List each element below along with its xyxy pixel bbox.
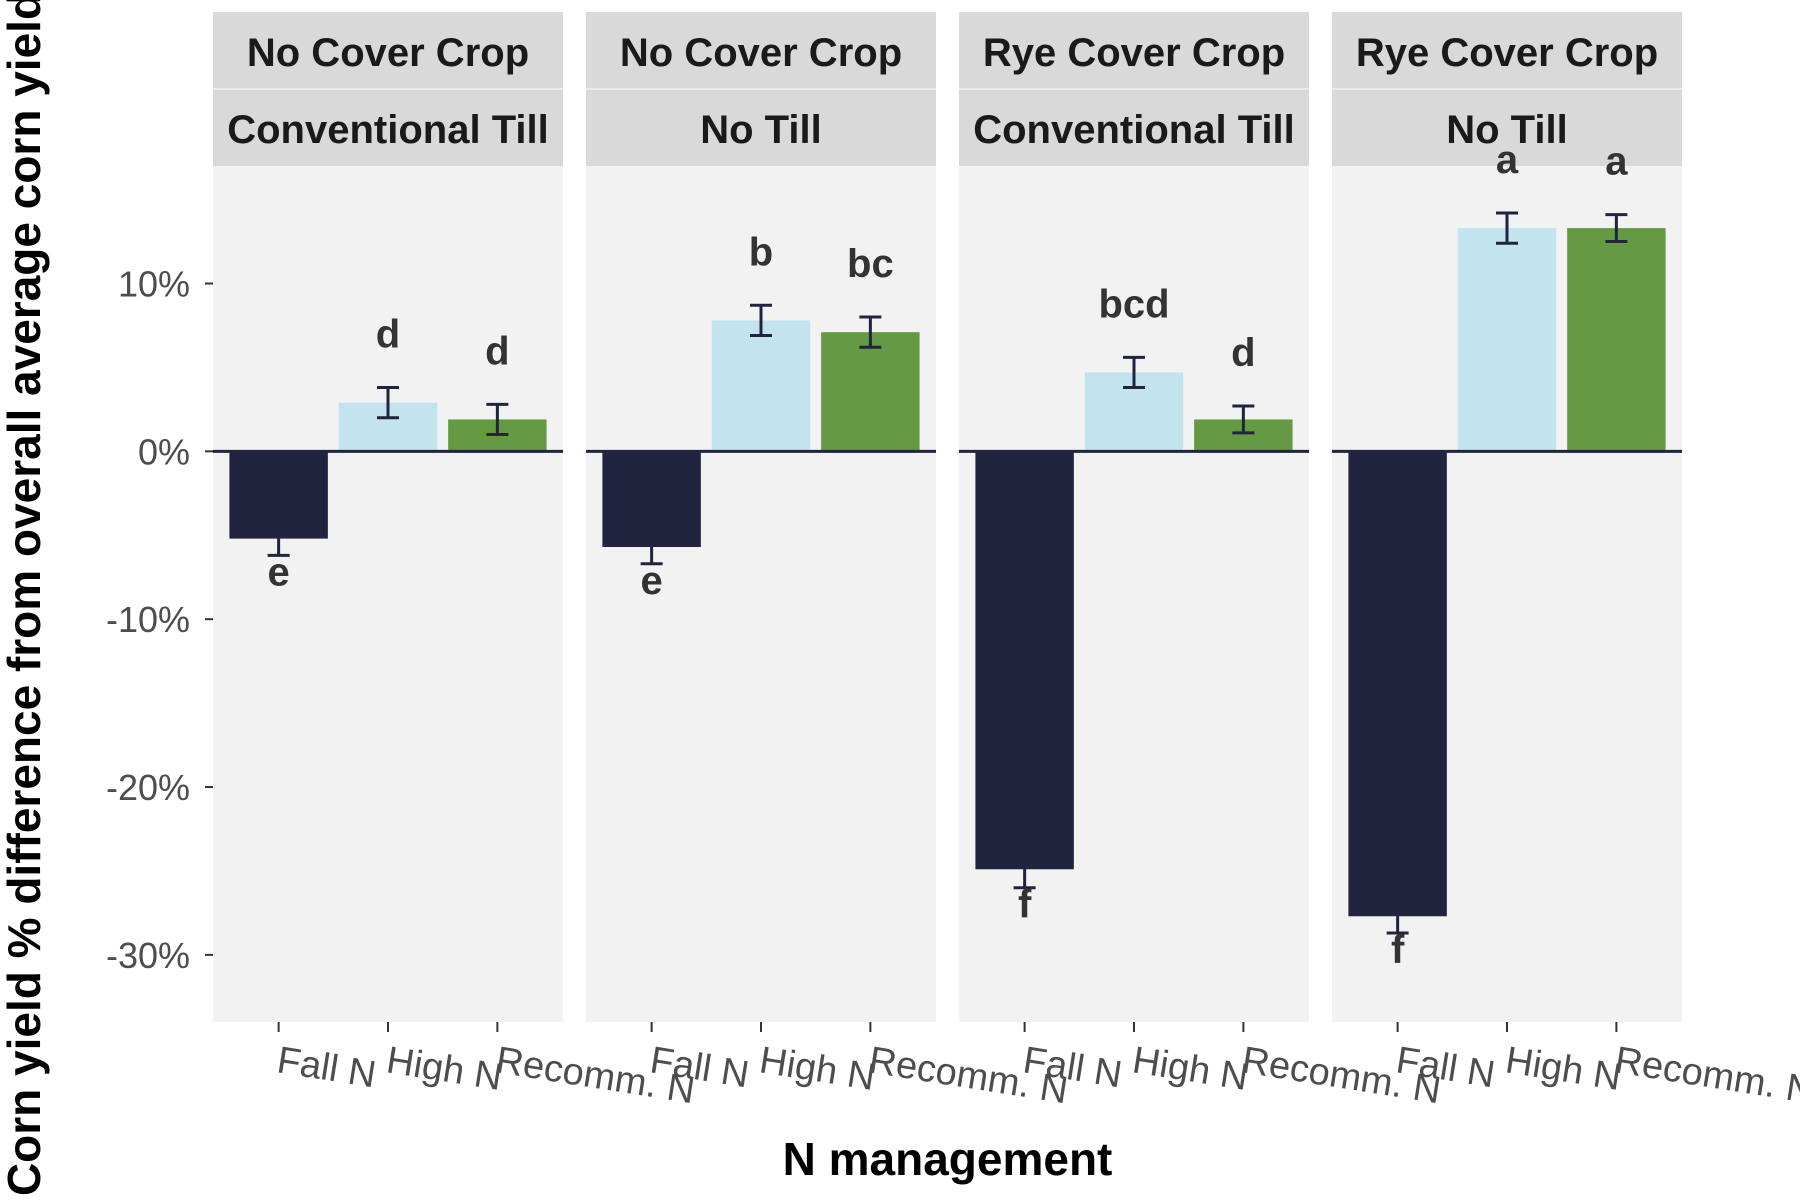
x-tick-label: High N (384, 1039, 505, 1099)
bar-recomm-n (1567, 228, 1666, 452)
significance-label: a (1605, 140, 1628, 184)
x-tick-label: Recomm. N (1612, 1039, 1800, 1112)
y-axis-title: Corn yield % difference from overall ave… (0, 0, 50, 1196)
significance-label: a (1496, 138, 1519, 182)
y-tick-label: -20% (106, 767, 190, 808)
y-tick-label: -10% (106, 599, 190, 640)
strip-label-bottom: No Till (1446, 108, 1567, 152)
strip-label-bottom: Conventional Till (973, 108, 1295, 152)
y-axis: 10% 0% -10% -20% -30% (106, 263, 213, 976)
strip-label-bottom: No Till (700, 108, 821, 152)
bar-high-n (711, 320, 811, 452)
x-axis-title: N management (783, 1133, 1113, 1185)
bar-recomm-n (821, 332, 920, 452)
x-tick-label: High N (757, 1039, 878, 1099)
significance-label: b (749, 230, 773, 274)
bar-fall-n (975, 451, 1074, 870)
strip-label-top: No Cover Crop (620, 31, 902, 75)
significance-label: d (1231, 331, 1255, 375)
y-tick-label: 10% (118, 263, 190, 304)
strip-label-top: No Cover Crop (247, 31, 529, 75)
facet-panel: No Cover Crop Conventional Till e Fall N d Hi… (213, 12, 698, 1112)
significance-label: d (376, 313, 400, 357)
panel-background (213, 166, 563, 1022)
x-tick-label: High N (1503, 1039, 1624, 1099)
strip-label-top: Rye Cover Crop (1356, 31, 1658, 75)
significance-label: d (485, 329, 509, 373)
y-tick-label: 0% (138, 431, 190, 472)
significance-label: bcd (1098, 282, 1169, 326)
significance-label: e (641, 559, 663, 603)
x-tick-label: Fall N (274, 1039, 379, 1096)
strip-label-bottom: Conventional Till (227, 108, 549, 152)
facet-panels: No Cover Crop Conventional Till e Fall N d Hi… (213, 12, 1800, 1112)
y-tick-label: -30% (106, 935, 190, 976)
significance-label: e (268, 550, 290, 594)
significance-label: f (1391, 928, 1405, 972)
significance-label: bc (847, 242, 894, 286)
significance-label: f (1018, 883, 1032, 927)
strip-label-top: Rye Cover Crop (983, 31, 1285, 75)
panel-background (586, 166, 936, 1022)
bar-fall-n (1348, 451, 1447, 917)
x-tick-label: High N (1130, 1039, 1251, 1099)
bar-high-n (1457, 228, 1557, 452)
